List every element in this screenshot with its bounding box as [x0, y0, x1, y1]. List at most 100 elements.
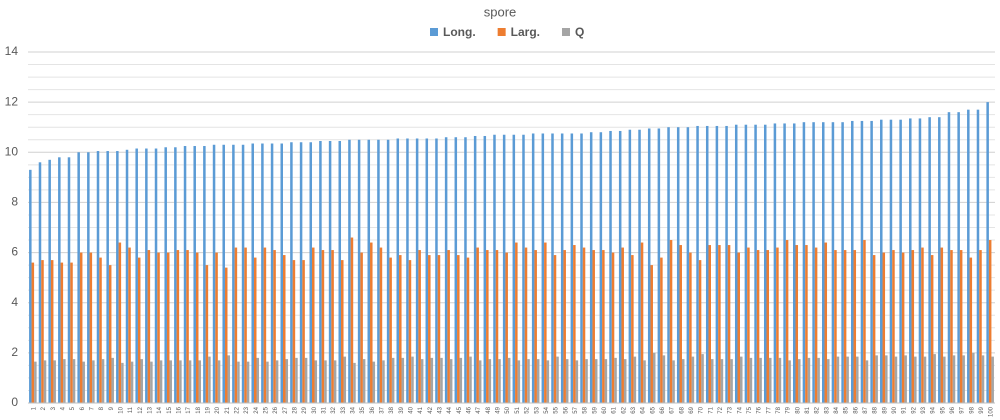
bar [353, 362, 356, 403]
x-tick-label: 16 [176, 406, 182, 413]
x-tick-label: 29 [302, 406, 308, 413]
x-tick-label: 4 [60, 406, 66, 410]
bar [444, 137, 448, 403]
bar [457, 255, 460, 403]
bar [541, 133, 545, 403]
bar [111, 357, 114, 403]
bar [911, 250, 915, 403]
bar [50, 260, 54, 403]
bar [256, 357, 260, 403]
bar [843, 250, 847, 403]
bar [386, 139, 390, 403]
bar [959, 250, 963, 403]
bar [128, 247, 131, 403]
x-tick-label: 100 [989, 406, 995, 417]
bar [147, 250, 151, 403]
bar [599, 132, 603, 403]
bar [121, 362, 124, 403]
x-tick-label: 74 [737, 406, 743, 413]
bar [186, 250, 189, 403]
bar [125, 149, 129, 403]
bar [157, 252, 160, 403]
bar [536, 359, 540, 403]
y-tick-label: 2 [11, 345, 18, 359]
bar [237, 361, 240, 403]
chart-title: spore [484, 4, 517, 19]
x-tick-label: 17 [186, 406, 192, 413]
bar [275, 360, 279, 403]
x-tick-label: 33 [341, 406, 347, 413]
bar [408, 260, 412, 403]
bar [880, 119, 883, 403]
legend-label: Larg. [511, 25, 540, 39]
bar [338, 141, 342, 403]
x-tick-label: 52 [525, 406, 531, 413]
bar [546, 360, 550, 403]
bar [48, 159, 51, 403]
bar [273, 250, 276, 403]
x-tick-label: 13 [147, 406, 153, 413]
bar [602, 250, 605, 403]
bar [379, 247, 383, 403]
bar [34, 361, 37, 403]
bar [940, 247, 944, 403]
bar [698, 260, 702, 403]
bar [232, 144, 235, 403]
x-tick-label: 51 [515, 406, 521, 413]
bar [174, 147, 177, 403]
bar [241, 144, 245, 403]
bar [870, 120, 873, 404]
bar [950, 250, 953, 403]
bar [418, 250, 421, 403]
bar [159, 360, 163, 403]
bar [618, 130, 622, 403]
bar [938, 117, 941, 403]
bar [43, 360, 47, 403]
bar [657, 128, 661, 404]
bar [669, 240, 673, 403]
bar [391, 357, 395, 403]
bar [280, 143, 283, 403]
bar [493, 134, 496, 403]
x-tick-label: 23 [244, 406, 250, 413]
bar [208, 356, 211, 403]
bar [399, 255, 402, 403]
x-tick-label: 64 [641, 406, 647, 413]
x-tick-label: 48 [486, 406, 492, 413]
bar [350, 237, 354, 403]
bar [795, 245, 799, 403]
bar [321, 250, 325, 403]
x-tick-label: 97 [960, 406, 966, 413]
bar [553, 255, 557, 403]
bar [215, 252, 218, 403]
bar [67, 157, 71, 403]
bar [425, 138, 429, 403]
bar [38, 162, 42, 403]
x-tick-label: 76 [757, 406, 763, 413]
bar [686, 127, 690, 403]
bar [224, 267, 228, 403]
bar [988, 240, 992, 403]
bar [362, 359, 366, 403]
bar [483, 135, 487, 403]
bar [611, 252, 615, 403]
bar [319, 141, 322, 403]
x-tick-label: 56 [563, 406, 569, 413]
x-tick-label: 5 [70, 406, 76, 410]
bar [662, 355, 666, 403]
bar [370, 242, 373, 403]
x-tick-label: 3 [51, 406, 57, 410]
bar [759, 357, 762, 403]
bar [495, 250, 499, 403]
x-tick-label: 71 [708, 406, 714, 413]
bar [166, 252, 170, 403]
bar [309, 142, 313, 403]
bar [563, 250, 566, 403]
bar [972, 352, 975, 403]
bar [882, 252, 886, 403]
bar [251, 143, 254, 403]
bar [328, 141, 332, 403]
bar [691, 356, 695, 403]
bar [909, 118, 912, 404]
